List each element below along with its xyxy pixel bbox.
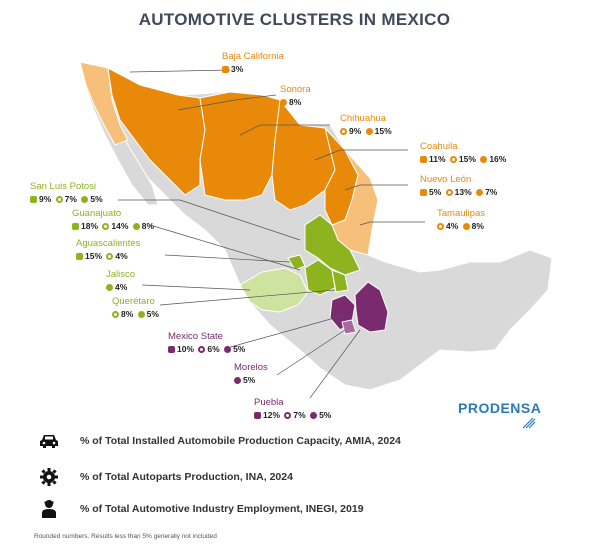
car-icon bbox=[420, 189, 427, 196]
mexico-map bbox=[79, 61, 553, 399]
gear-icon bbox=[340, 128, 347, 135]
state-puebla bbox=[354, 281, 389, 333]
gear-icon bbox=[449, 156, 457, 163]
gear-icon bbox=[102, 223, 110, 230]
car-icon bbox=[168, 346, 175, 353]
worker-icon bbox=[462, 223, 470, 230]
legend-item-worker: % of Total Automotive Industry Employmen… bbox=[38, 500, 364, 518]
state-aguascalientes bbox=[287, 254, 306, 271]
worker-icon bbox=[476, 189, 484, 196]
label-san-luis-potosi: San Luis Potosi 9% 7% 5% bbox=[30, 181, 103, 204]
state-chihuahua bbox=[199, 91, 286, 201]
page-title: AUTOMOTIVE CLUSTERS IN MEXICO bbox=[138, 10, 451, 29]
gear-icon bbox=[284, 412, 292, 419]
worker-icon bbox=[310, 412, 318, 419]
worker-icon bbox=[480, 156, 488, 163]
gear-icon bbox=[445, 189, 453, 196]
worker-icon bbox=[106, 284, 113, 291]
car-icon bbox=[254, 412, 261, 419]
leader-lines bbox=[118, 69, 425, 399]
worker-icon bbox=[234, 377, 241, 384]
label-mexico-state: Mexico State 10% 6% 5% bbox=[168, 331, 246, 354]
state-morelos bbox=[341, 319, 357, 335]
label-queretaro: Querétaro 8% 5% bbox=[112, 296, 159, 319]
label-chihuahua: Chihuahua 9% 15% bbox=[340, 113, 392, 136]
gear-icon bbox=[112, 311, 119, 318]
label-aguascalientes: Aguascalientes 15% 4% bbox=[76, 238, 141, 261]
car-icon bbox=[38, 432, 60, 450]
car-icon bbox=[76, 253, 83, 260]
label-coahuila: Coahuila 11% 15% 16% bbox=[420, 141, 507, 164]
worker-icon bbox=[132, 223, 140, 230]
worker-icon bbox=[137, 311, 145, 318]
label-sonora: Sonora 8% bbox=[280, 84, 311, 107]
prodensa-logo: PRODENSA bbox=[458, 400, 542, 416]
car-icon bbox=[72, 223, 79, 230]
label-baja-california: Baja California 3% bbox=[222, 51, 284, 74]
legend-item-car: % of Total Installed Automobile Producti… bbox=[38, 432, 401, 450]
worker-icon bbox=[81, 196, 89, 203]
gear-icon bbox=[55, 196, 63, 203]
label-puebla: Puebla 12% 7% 5% bbox=[254, 397, 332, 420]
label-nuevo-leon: Nuevo León 5% 13% 7% bbox=[420, 174, 498, 197]
worker-icon bbox=[280, 99, 287, 106]
state-queretaro bbox=[331, 269, 349, 293]
state-jalisco bbox=[239, 267, 309, 313]
worker-icon bbox=[365, 128, 373, 135]
car-icon bbox=[222, 66, 229, 73]
state-sonora bbox=[107, 67, 206, 196]
state-san-luis-potosi bbox=[304, 214, 361, 276]
footnote: Rounded numbers. Results less than 5% ge… bbox=[34, 533, 217, 540]
prodensa-logo-mark bbox=[522, 417, 536, 429]
gear-icon bbox=[198, 346, 206, 353]
car-icon bbox=[420, 156, 427, 163]
gear-icon bbox=[38, 468, 60, 486]
gear-icon bbox=[106, 253, 114, 260]
label-guanajuato: Guanajuato 18% 14% 8% bbox=[72, 208, 155, 231]
gear-icon bbox=[437, 223, 444, 230]
label-tamaulipas: Tamaulipas 4% 8% bbox=[437, 208, 486, 231]
label-morelos: Morelos 5% bbox=[234, 362, 268, 385]
car-icon bbox=[30, 196, 37, 203]
worker-icon bbox=[38, 500, 60, 518]
legend-item-gear: % of Total Autoparts Production, INA, 20… bbox=[38, 468, 293, 486]
worker-icon bbox=[224, 346, 232, 353]
state-coahuila bbox=[271, 98, 341, 211]
label-jalisco: Jalisco 4% bbox=[106, 269, 136, 292]
